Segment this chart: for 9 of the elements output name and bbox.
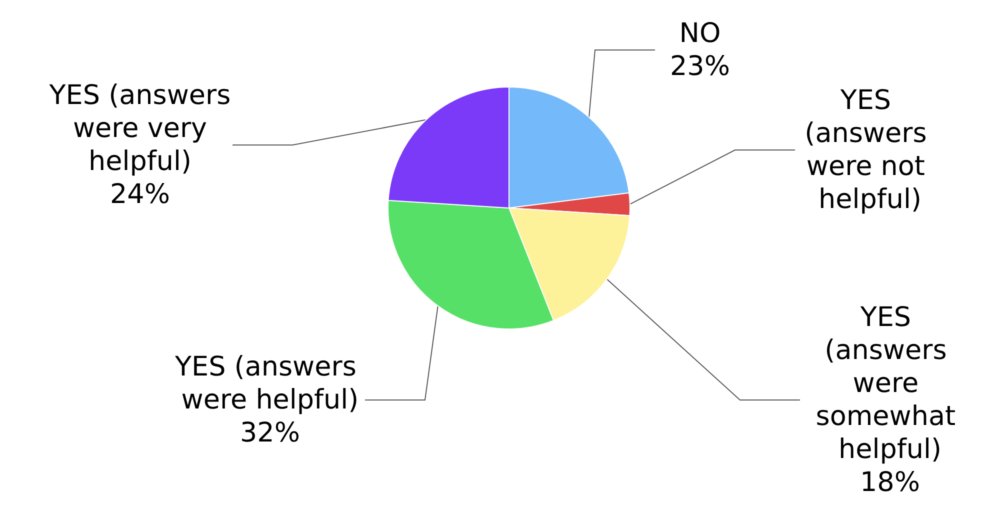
data-label: 23% xyxy=(670,51,730,82)
slice-label: YES (answers were somewhat helpful) xyxy=(816,302,964,465)
data-label: 32% xyxy=(240,418,300,448)
data-label: 24% xyxy=(110,179,170,210)
slice-label: YES (answers were very helpful) xyxy=(48,80,231,177)
slice-label: YES (answers were helpful) xyxy=(174,352,365,416)
data-label: 18% xyxy=(860,467,920,498)
slice-label: NO xyxy=(679,18,721,49)
slice-label: YES (answers were not helpful) xyxy=(804,85,936,215)
